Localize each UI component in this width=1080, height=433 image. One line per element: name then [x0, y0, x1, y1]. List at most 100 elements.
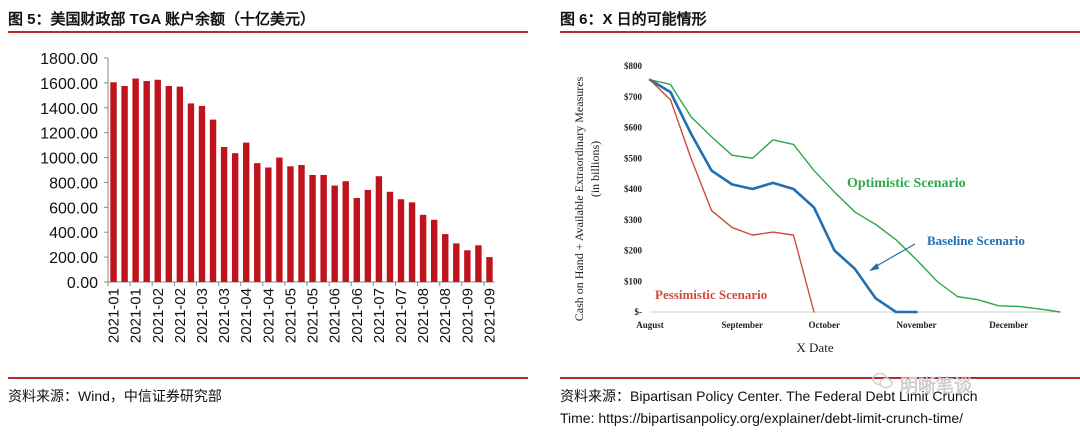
- bar: [276, 157, 283, 282]
- x-tick-label: 2021-04: [260, 288, 277, 343]
- x-tick-label: 2021-04: [238, 288, 255, 343]
- y-tick-label: $200: [624, 246, 643, 256]
- y-tick-label: 1200.00: [40, 126, 98, 143]
- bar: [464, 250, 471, 282]
- bar: [298, 165, 305, 282]
- series-annotation: Optimistic Scenario: [847, 176, 966, 191]
- left-title-rule: [8, 31, 528, 33]
- series-line: [648, 78, 918, 314]
- bar: [143, 81, 150, 282]
- bar: [375, 176, 383, 282]
- bar: [442, 234, 449, 282]
- x-tick-label: November: [897, 320, 937, 330]
- x-tick-label: 2021-07: [371, 288, 388, 343]
- y-tick-label: 1400.00: [40, 101, 98, 118]
- bar: [453, 243, 460, 282]
- x-tick-label: 2021-07: [393, 288, 410, 343]
- x-tick-label: October: [809, 320, 841, 330]
- bar: [342, 181, 349, 282]
- y-tick-label: 1600.00: [40, 76, 98, 93]
- bar: [408, 202, 416, 282]
- series-line: [649, 79, 815, 313]
- x-tick-label: December: [989, 320, 1028, 330]
- bar: [265, 167, 272, 282]
- x-tick-label: September: [722, 320, 764, 330]
- x-tick-label: 2021-05: [305, 288, 322, 343]
- right-figure-title: 图 6：X 日的可能情形: [560, 11, 707, 28]
- y-axis-label-line2: (in billions): [588, 141, 602, 197]
- bar: [486, 257, 493, 282]
- right-source-rule: [560, 377, 1080, 379]
- y-tick-label: 800.00: [49, 175, 98, 192]
- right-figure-panel: 图 6：X 日的可能情形 $- $100 $200 $300 $400 $500 $600 $…: [555, 0, 1080, 433]
- x-tick-label: 2021-06: [327, 288, 344, 343]
- y-tick-label: $100: [624, 276, 643, 286]
- x-date-scenarios-line-chart: $- $100 $200 $300 $400 $500 $600 $700 $800 August…: [572, 61, 1061, 355]
- y-tick-label: 1000.00: [40, 151, 98, 168]
- x-tick-label: 2021-08: [437, 288, 454, 343]
- right-title-rule: [560, 31, 1080, 33]
- y-tick-label: $400: [624, 184, 643, 194]
- x-tick-label: 2021-01: [106, 288, 123, 343]
- bar: [121, 86, 128, 282]
- y-tick-label: 400.00: [49, 225, 98, 242]
- y-tick-label: 0.00: [67, 275, 98, 292]
- bar: [243, 142, 250, 282]
- series-line: [649, 79, 1061, 313]
- bar: [475, 245, 482, 282]
- bar: [198, 105, 206, 283]
- tga-balance-bar-chart: 0.00 200.00 400.00 600.00 800.00 1000.00 1200.…: [40, 51, 498, 343]
- left-source-rule: [8, 377, 528, 379]
- bar: [231, 153, 239, 282]
- bar: [287, 166, 294, 282]
- right-source-line1: 资料来源：Bipartisan Policy Center. The Feder…: [560, 388, 978, 404]
- left-figure-panel: 图 5：美国财政部 TGA 账户余额（十亿美元） 0.00 200.00 400.0…: [0, 0, 530, 433]
- x-tick-label: 2021-03: [194, 288, 211, 343]
- bar: [110, 82, 117, 282]
- x-tick-label: 2021-05: [282, 288, 299, 343]
- annotation-arrow: [872, 243, 916, 269]
- watermark-text: 明晰笔谈: [900, 376, 972, 396]
- x-tick-label: 2021-03: [216, 288, 233, 343]
- bar: [397, 199, 405, 282]
- bar: [165, 86, 173, 282]
- bar: [430, 219, 438, 282]
- y-tick-label: 1800.00: [40, 51, 98, 68]
- bar: [320, 174, 327, 282]
- bar: [331, 185, 338, 282]
- bar: [254, 163, 261, 282]
- y-tick-label: $300: [624, 215, 643, 225]
- y-tick-label: $500: [624, 153, 643, 163]
- y-tick-label: $800: [624, 61, 643, 71]
- y-axis-label-line1: Cash on Hand + Available Extraordinary M…: [572, 76, 586, 321]
- bar: [209, 119, 217, 282]
- bar: [419, 214, 427, 282]
- x-tick-label: 2021-08: [415, 288, 432, 343]
- wechat-icon: [872, 372, 893, 389]
- y-tick-label: 200.00: [49, 250, 98, 267]
- x-tick-label: 2021-09: [459, 288, 476, 343]
- series-annotation: Pessimistic Scenario: [655, 287, 767, 302]
- bar: [154, 79, 161, 283]
- left-source-text: 资料来源：Wind，中信证券研究部: [8, 388, 222, 404]
- x-tick-label: 2021-09: [481, 288, 498, 343]
- bar: [132, 78, 139, 283]
- bar: [364, 189, 372, 282]
- bar: [353, 198, 360, 282]
- x-tick-label: 2021-02: [172, 288, 189, 343]
- y-tick-label: $-: [635, 307, 643, 317]
- x-tick-label: 2021-06: [349, 288, 366, 343]
- left-figure-title: 图 5：美国财政部 TGA 账户余额（十亿美元）: [8, 11, 315, 28]
- annotation-arrowhead: [869, 263, 879, 271]
- bar: [220, 146, 228, 282]
- bar: [386, 191, 394, 282]
- series-annotation: Baseline Scenario: [927, 233, 1025, 248]
- bar: [187, 103, 195, 282]
- y-tick-label: 600.00: [49, 200, 98, 217]
- x-tick-label: 2021-01: [128, 288, 145, 343]
- x-tick-label: August: [636, 320, 664, 330]
- bar: [176, 86, 184, 282]
- y-tick-label: $600: [624, 123, 643, 133]
- right-source-line2: Time: https://bipartisanpolicy.org/expla…: [560, 410, 964, 426]
- y-tick-label: $700: [624, 92, 643, 102]
